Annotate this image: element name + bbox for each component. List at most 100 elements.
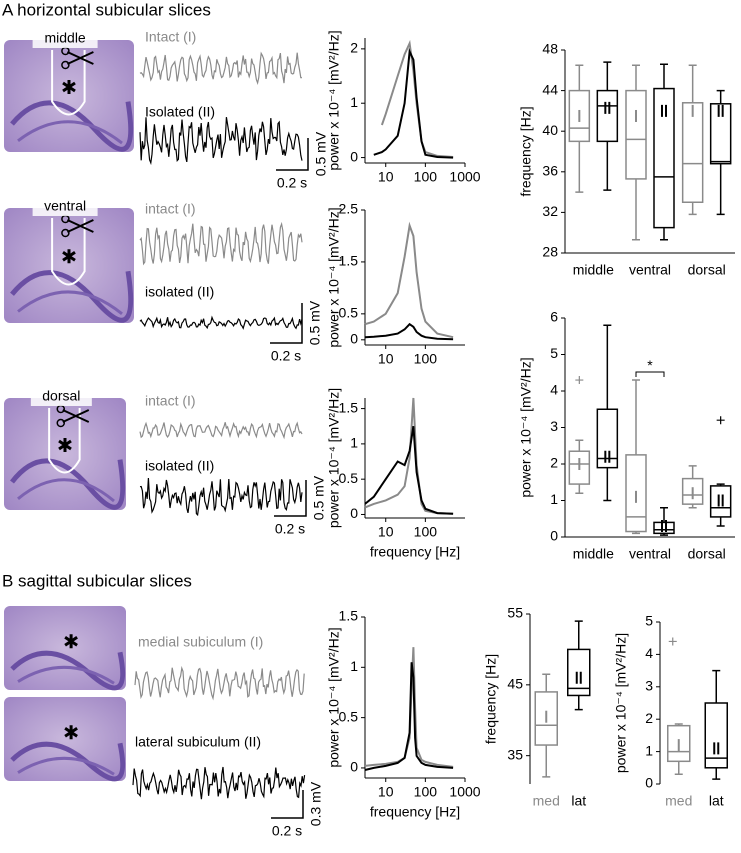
voltage-trace	[139, 421, 303, 440]
slice-image	[4, 697, 126, 781]
y-tick-label: 0.5	[339, 305, 359, 321]
scale-label: 0.5 mV	[307, 300, 323, 345]
outlier	[716, 416, 725, 425]
whisker	[712, 767, 721, 780]
region-label: dorsal	[42, 388, 80, 404]
spectrum-line	[364, 662, 454, 771]
x-tick-label: 10	[378, 169, 394, 185]
voltage-trace	[139, 51, 302, 86]
label-bg	[30, 388, 92, 406]
scale-bar	[271, 790, 304, 819]
trace-label: Intact (I)	[145, 29, 196, 45]
whisker	[574, 620, 583, 650]
scale-bar	[274, 480, 307, 517]
y-tick-label: 4	[645, 645, 653, 661]
y-axis-label: frequency [Hz]	[518, 106, 534, 196]
slice-image	[4, 606, 126, 690]
whisker	[660, 227, 668, 241]
mean-marker	[604, 101, 611, 114]
x-tick-label: 100	[414, 784, 438, 800]
box	[709, 485, 732, 518]
box	[567, 648, 591, 697]
trace-label: lateral subiculum (II)	[135, 734, 261, 750]
whisker	[632, 379, 640, 455]
y-tick-label: 1	[350, 94, 358, 110]
x-tick-label: 100	[414, 169, 438, 185]
trace-label: isolated (II)	[145, 458, 214, 474]
whisker	[575, 484, 584, 494]
box	[704, 702, 728, 769]
y-tick-label: 40	[542, 122, 558, 138]
slice-image	[4, 40, 134, 152]
scale-bar	[270, 303, 303, 344]
slice-image	[4, 398, 126, 510]
scissors	[61, 60, 70, 70]
voltage-trace	[134, 665, 305, 701]
slice-layer	[17, 756, 115, 776]
x-tick-label: middle	[573, 262, 614, 278]
x-tick-label: 100	[414, 524, 438, 540]
mean-marker	[661, 520, 667, 533]
x-tick-label: 10	[378, 351, 394, 367]
x-axis-label: frequency [Hz]	[370, 804, 460, 820]
scale-label: 0.2 s	[271, 348, 301, 364]
asterisk	[62, 249, 76, 264]
y-axis-label: frequency [Hz]	[483, 654, 499, 744]
whisker	[660, 507, 668, 523]
voltage-trace	[132, 766, 306, 800]
box	[681, 477, 704, 505]
whisker	[716, 516, 725, 527]
spectrum-line	[373, 47, 454, 159]
y-tick-label: 5	[645, 613, 653, 629]
y-tick-label: 55	[507, 605, 523, 621]
whisker	[575, 64, 584, 91]
spectrum-line	[364, 221, 454, 339]
outlier	[575, 376, 584, 385]
slice-image	[4, 208, 134, 323]
x-tick-label: 10	[378, 524, 394, 540]
spectrum-line	[364, 426, 454, 515]
asterisk	[62, 80, 76, 95]
box	[596, 408, 619, 469]
x-tick-label: med	[665, 793, 692, 809]
x-tick-label: 100	[414, 351, 438, 367]
y-tick-label: 0	[350, 331, 358, 347]
trace-label: intact (I)	[145, 201, 196, 217]
y-tick-label: 0	[550, 528, 558, 544]
label-bg	[32, 30, 98, 48]
region-label: middle	[44, 30, 85, 46]
y-tick-label: 45	[507, 676, 523, 692]
whisker	[575, 439, 584, 452]
y-tick-label: 1.5	[339, 399, 359, 415]
whisker	[716, 163, 725, 216]
box	[625, 89, 647, 180]
scale-label: 0.5 mV	[311, 475, 327, 520]
whisker	[688, 202, 697, 216]
trace-label: isolated (II)	[145, 284, 214, 300]
scale-bar	[276, 138, 309, 171]
y-tick-label: 1.5	[339, 253, 359, 269]
y-tick-label: 1	[645, 742, 653, 758]
mean-marker	[604, 450, 611, 463]
scissors	[62, 409, 90, 423]
whisker	[574, 695, 583, 711]
asterisk	[58, 438, 72, 453]
whisker	[688, 64, 697, 103]
y-tick-label: 28	[542, 244, 558, 260]
mean-marker	[717, 494, 724, 507]
scale-label: 0.2 s	[275, 521, 305, 537]
panel-title: A horizontal subicular slices	[2, 0, 211, 19]
whisker	[660, 63, 668, 89]
whisker	[575, 141, 584, 193]
asterisk	[64, 725, 78, 740]
y-tick-label: 6	[550, 309, 558, 325]
y-tick-label: 1	[350, 435, 358, 451]
x-tick-label: dorsal	[688, 262, 726, 278]
cut-line	[51, 218, 86, 286]
x-tick-label: lat	[571, 793, 586, 809]
y-tick-label: 4	[550, 382, 558, 398]
voltage-trace	[139, 221, 303, 266]
y-tick-label: 0	[350, 505, 358, 521]
whisker	[712, 669, 721, 703]
trace-label: Isolated (II)	[145, 104, 215, 120]
